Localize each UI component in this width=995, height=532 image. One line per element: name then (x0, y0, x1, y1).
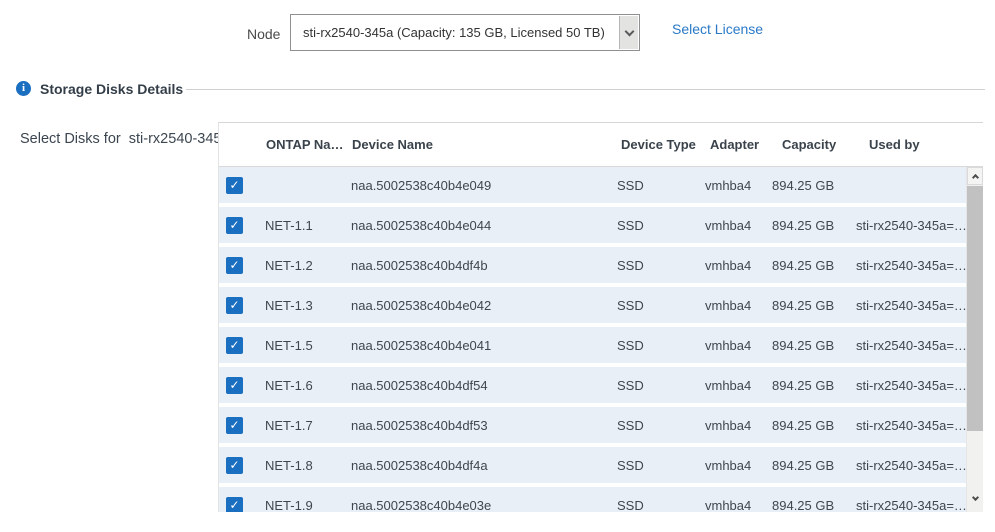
adapter-cell: vmhba4 (705, 297, 752, 313)
ontap-name-cell: NET-1.2 (265, 257, 313, 273)
ontap-name-cell: NET-1.3 (265, 297, 313, 313)
used-by-cell: sti-rx2540-345a=… (856, 217, 967, 233)
device-type-cell: SSD (617, 297, 644, 313)
used-by-cell: sti-rx2540-345a=… (856, 377, 967, 393)
adapter-cell: vmhba4 (705, 337, 752, 353)
device-name-cell: naa.5002538c40b4e03e (351, 497, 492, 513)
disk-checkbox[interactable]: ✓ (226, 376, 243, 394)
used-by-cell: sti-rx2540-345a=… (856, 417, 967, 433)
capacity-cell: 894.25 GB (772, 377, 835, 393)
device-name-cell: naa.5002538c40b4e044 (351, 217, 492, 233)
adapter-cell: vmhba4 (705, 377, 752, 393)
device-type-cell: SSD (617, 417, 644, 433)
ontap-name-cell: NET-1.5 (265, 337, 313, 353)
used-by-cell: sti-rx2540-345a=… (856, 297, 967, 313)
adapter-cell: vmhba4 (705, 417, 752, 433)
capacity-cell: 894.25 GB (772, 217, 835, 233)
capacity-cell: 894.25 GB (772, 257, 835, 273)
capacity-cell: 894.25 GB (772, 337, 835, 353)
vertical-scrollbar[interactable] (966, 167, 983, 512)
device-name-cell: naa.5002538c40b4e049 (351, 177, 492, 193)
used-by-cell: sti-rx2540-345a=… (856, 337, 967, 353)
device-name-cell: naa.5002538c40b4e041 (351, 337, 492, 353)
device-name-cell: naa.5002538c40b4df4a (351, 457, 488, 473)
table-body: ✓ naa.5002538c40b4e049 SSD vmhba4 894.25… (219, 167, 967, 512)
header-device-name: Device Name (352, 137, 433, 152)
device-type-cell: SSD (617, 457, 644, 473)
device-name-cell: naa.5002538c40b4df54 (351, 377, 488, 393)
used-by-cell: sti-rx2540-345a=… (856, 257, 967, 273)
adapter-cell: vmhba4 (705, 457, 752, 473)
node-select-value: sti-rx2540-345a (Capacity: 135 GB, Licen… (303, 25, 605, 40)
table-row[interactable]: ✓ NET-1.8 naa.5002538c40b4df4a SSD vmhba… (219, 447, 967, 483)
disk-checkbox[interactable]: ✓ (226, 296, 243, 314)
table-row[interactable]: ✓ NET-1.9 naa.5002538c40b4e03e SSD vmhba… (219, 487, 967, 512)
node-label: Node (247, 26, 281, 42)
table-row[interactable]: ✓ naa.5002538c40b4e049 SSD vmhba4 894.25… (219, 167, 967, 203)
capacity-cell: 894.25 GB (772, 297, 835, 313)
header-used-by: Used by (869, 137, 920, 152)
disk-checkbox[interactable]: ✓ (226, 336, 243, 354)
device-type-cell: SSD (617, 257, 644, 273)
disk-checkbox[interactable]: ✓ (226, 456, 243, 474)
adapter-cell: vmhba4 (705, 257, 752, 273)
capacity-cell: 894.25 GB (772, 497, 835, 513)
used-by-cell: sti-rx2540-345a=… (856, 457, 967, 473)
disk-checkbox[interactable]: ✓ (226, 176, 243, 194)
select-license-link[interactable]: Select License (672, 21, 764, 37)
table-row[interactable]: ✓ NET-1.1 naa.5002538c40b4e044 SSD vmhba… (219, 207, 967, 243)
capacity-cell: 894.25 GB (772, 177, 835, 193)
node-select[interactable]: sti-rx2540-345a (Capacity: 135 GB, Licen… (290, 14, 640, 51)
scrollbar-thumb[interactable] (967, 186, 983, 431)
capacity-cell: 894.25 GB (772, 417, 835, 433)
table-row[interactable]: ✓ NET-1.2 naa.5002538c40b4df4b SSD vmhba… (219, 247, 967, 283)
device-type-cell: SSD (617, 377, 644, 393)
device-name-cell: naa.5002538c40b4df53 (351, 417, 488, 433)
ontap-name-cell: NET-1.1 (265, 217, 313, 233)
chevron-down-icon[interactable] (619, 16, 638, 49)
device-name-cell: naa.5002538c40b4e042 (351, 297, 492, 313)
disk-table: ONTAP Na… Device Name Device Type Adapte… (218, 122, 983, 512)
device-type-cell: SSD (617, 337, 644, 353)
disk-checkbox[interactable]: ✓ (226, 256, 243, 274)
disk-checkbox[interactable]: ✓ (226, 496, 243, 512)
adapter-cell: vmhba4 (705, 217, 752, 233)
ontap-name-cell: NET-1.9 (265, 497, 313, 513)
header-ontap-name: ONTAP Na… (266, 137, 344, 152)
ontap-name-cell: NET-1.8 (265, 457, 313, 473)
capacity-cell: 894.25 GB (772, 457, 835, 473)
scroll-up-icon[interactable] (967, 167, 983, 185)
header-capacity: Capacity (782, 137, 837, 152)
used-by-cell: sti-rx2540-345a=… (856, 497, 967, 513)
adapter-cell: vmhba4 (705, 497, 752, 513)
select-disks-label: Select Disks for sti-rx2540-345a (20, 131, 230, 147)
device-type-cell: SSD (617, 497, 644, 513)
disk-checkbox[interactable]: ✓ (226, 416, 243, 434)
table-row[interactable]: ✓ NET-1.3 naa.5002538c40b4e042 SSD vmhba… (219, 287, 967, 323)
ontap-name-cell: NET-1.7 (265, 417, 313, 433)
scroll-down-icon[interactable] (967, 491, 983, 507)
ontap-name-cell: NET-1.6 (265, 377, 313, 393)
table-row[interactable]: ✓ NET-1.7 naa.5002538c40b4df53 SSD vmhba… (219, 407, 967, 443)
device-type-cell: SSD (617, 217, 644, 233)
header-adapter: Adapter (710, 137, 760, 152)
table-row[interactable]: ✓ NET-1.6 naa.5002538c40b4df54 SSD vmhba… (219, 367, 967, 403)
table-header: ONTAP Na… Device Name Device Type Adapte… (219, 123, 983, 167)
header-device-type: Device Type (621, 137, 696, 152)
section-title: Storage Disks Details (40, 81, 184, 97)
disk-checkbox[interactable]: ✓ (226, 216, 243, 234)
section-divider (186, 89, 985, 90)
adapter-cell: vmhba4 (705, 177, 752, 193)
info-icon[interactable]: i (16, 81, 31, 96)
device-name-cell: naa.5002538c40b4df4b (351, 257, 488, 273)
table-row[interactable]: ✓ NET-1.5 naa.5002538c40b4e041 SSD vmhba… (219, 327, 967, 363)
device-type-cell: SSD (617, 177, 644, 193)
